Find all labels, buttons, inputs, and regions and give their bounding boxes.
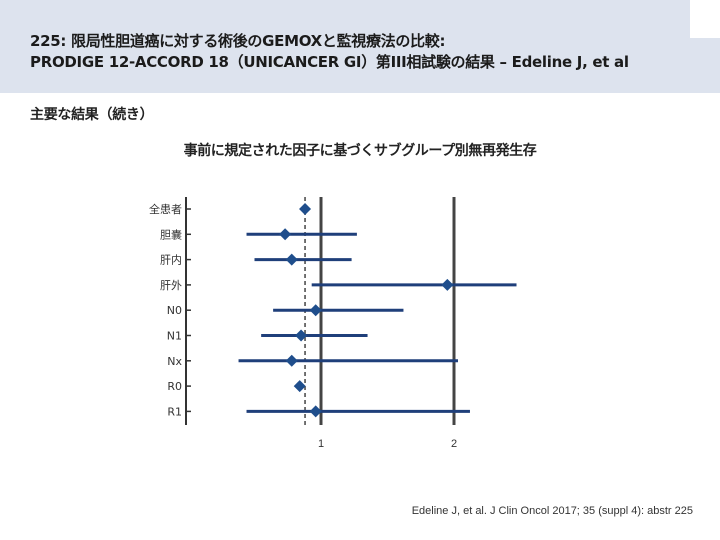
- row-label: R0: [167, 380, 182, 393]
- row-label: 全患者: [149, 202, 182, 216]
- section-heading: 主要な結果（続き）: [30, 107, 154, 123]
- hazard-ratio-marker: [309, 405, 322, 418]
- hazard-ratio-marker: [285, 354, 298, 367]
- row-label: 胆嚢: [160, 227, 182, 241]
- row-label: 肝内: [160, 253, 182, 267]
- slide-header: [0, 0, 720, 93]
- chart-title: 事前に規定された因子に基づくサブグループ別無再発生存: [183, 143, 537, 159]
- x-tick-label-1: 1: [318, 438, 324, 450]
- header-accent-block: [690, 0, 720, 38]
- slide-title-line-1: 225: 限局性胆道癌に対する術後のGEMOXと監視療法の比較:: [30, 32, 446, 50]
- row-label: N0: [167, 304, 182, 317]
- hazard-ratio-marker: [295, 329, 308, 342]
- row-label: R1: [167, 405, 182, 418]
- row-label: N1: [167, 330, 182, 343]
- hazard-ratio-marker: [299, 203, 312, 215]
- row-label: Nx: [167, 355, 182, 368]
- hazard-ratio-marker: [309, 304, 322, 317]
- x-tick-label-2: 2: [451, 438, 457, 450]
- row-label: 肝外: [160, 279, 182, 292]
- hazard-ratio-marker: [285, 253, 298, 266]
- hazard-ratio-marker: [441, 278, 454, 291]
- citation: Edeline J, et al. J Clin Oncol 2017; 35 …: [411, 505, 693, 517]
- slide-title-line-2: PRODIGE 12-ACCORD 18（UNICANCER GI）第III相試…: [30, 53, 629, 71]
- hazard-ratio-marker: [279, 228, 292, 241]
- hazard-ratio-marker: [293, 380, 306, 393]
